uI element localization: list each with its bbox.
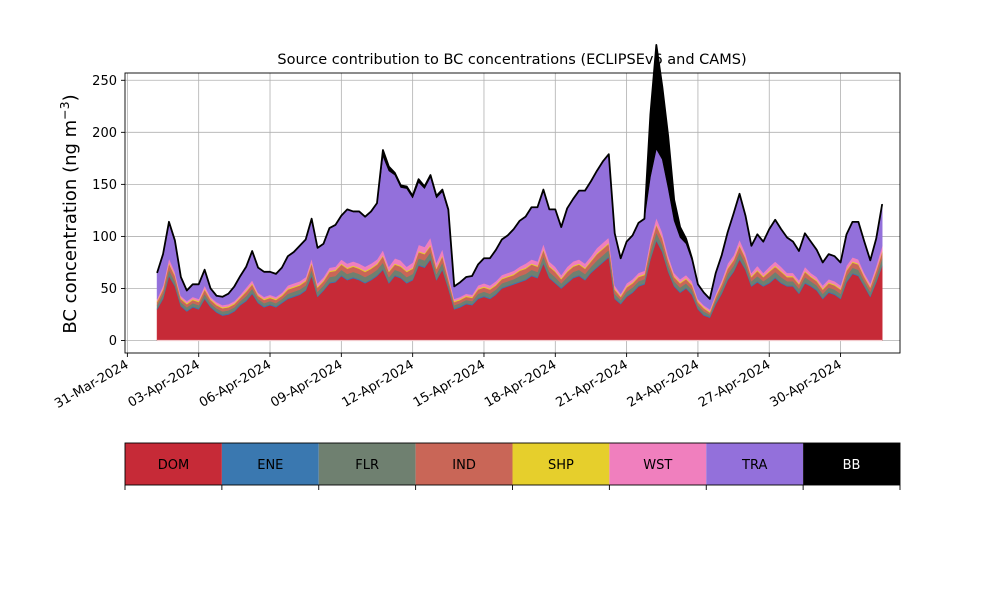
x-tick-label: 09-Apr-2024 bbox=[268, 357, 345, 410]
legend-label-wst: WST bbox=[643, 458, 672, 473]
x-tick-label: 03-Apr-2024 bbox=[126, 357, 203, 410]
x-tick-label: 18-Apr-2024 bbox=[482, 357, 559, 410]
x-tick-label: 31-Mar-2024 bbox=[52, 357, 131, 411]
y-axis-label: BC concentration (ng m−3) bbox=[57, 94, 81, 333]
legend-label-dom: DOM bbox=[158, 458, 189, 473]
y-axis-label-superscript: −3 bbox=[57, 101, 72, 119]
x-tick-label: 06-Apr-2024 bbox=[197, 357, 274, 410]
x-tick-label: 27-Apr-2024 bbox=[696, 357, 773, 410]
y-tick-label: 50 bbox=[100, 282, 117, 297]
legend-label-tra: TRA bbox=[741, 458, 767, 473]
legend-label-flr: FLR bbox=[355, 458, 379, 473]
legend-swatch-ind bbox=[415, 443, 513, 485]
legend-label-shp: SHP bbox=[548, 458, 574, 473]
y-tick-label: 0 bbox=[109, 334, 117, 349]
y-axis-label-suffix: ) bbox=[60, 94, 81, 101]
legend-swatch-wst bbox=[609, 443, 707, 485]
x-tick-label: 24-Apr-2024 bbox=[625, 357, 702, 410]
legend-swatch-flr bbox=[318, 443, 416, 485]
legend-swatch-dom bbox=[125, 443, 222, 485]
legend-swatch-shp bbox=[512, 443, 610, 485]
y-tick-label: 100 bbox=[92, 230, 117, 245]
plot-frame bbox=[124, 72, 901, 354]
x-tick-label: 12-Apr-2024 bbox=[340, 357, 417, 410]
legend-label-ene: ENE bbox=[257, 458, 283, 473]
legend-colorbar: DOM ENE FLR IND SHP WST TRA BB bbox=[124, 442, 901, 490]
stacked-areas bbox=[156, 43, 884, 342]
y-tick-label: 250 bbox=[92, 74, 117, 89]
y-tick-label: 150 bbox=[92, 178, 117, 193]
legend-label-bb: BB bbox=[843, 458, 861, 473]
total-outline bbox=[156, 43, 884, 300]
legend-swatch-ene bbox=[221, 443, 319, 485]
x-tick-label: 21-Apr-2024 bbox=[553, 357, 630, 410]
legend-swatch-tra bbox=[706, 443, 804, 485]
chart-title: Source contribution to BC concentrations… bbox=[277, 52, 746, 68]
x-tick-label: 30-Apr-2024 bbox=[767, 357, 844, 410]
legend-swatch-bb bbox=[803, 443, 900, 485]
legend-label-ind: IND bbox=[452, 458, 476, 473]
x-tick-label: 15-Apr-2024 bbox=[411, 357, 488, 410]
y-tick-label: 200 bbox=[92, 126, 117, 141]
